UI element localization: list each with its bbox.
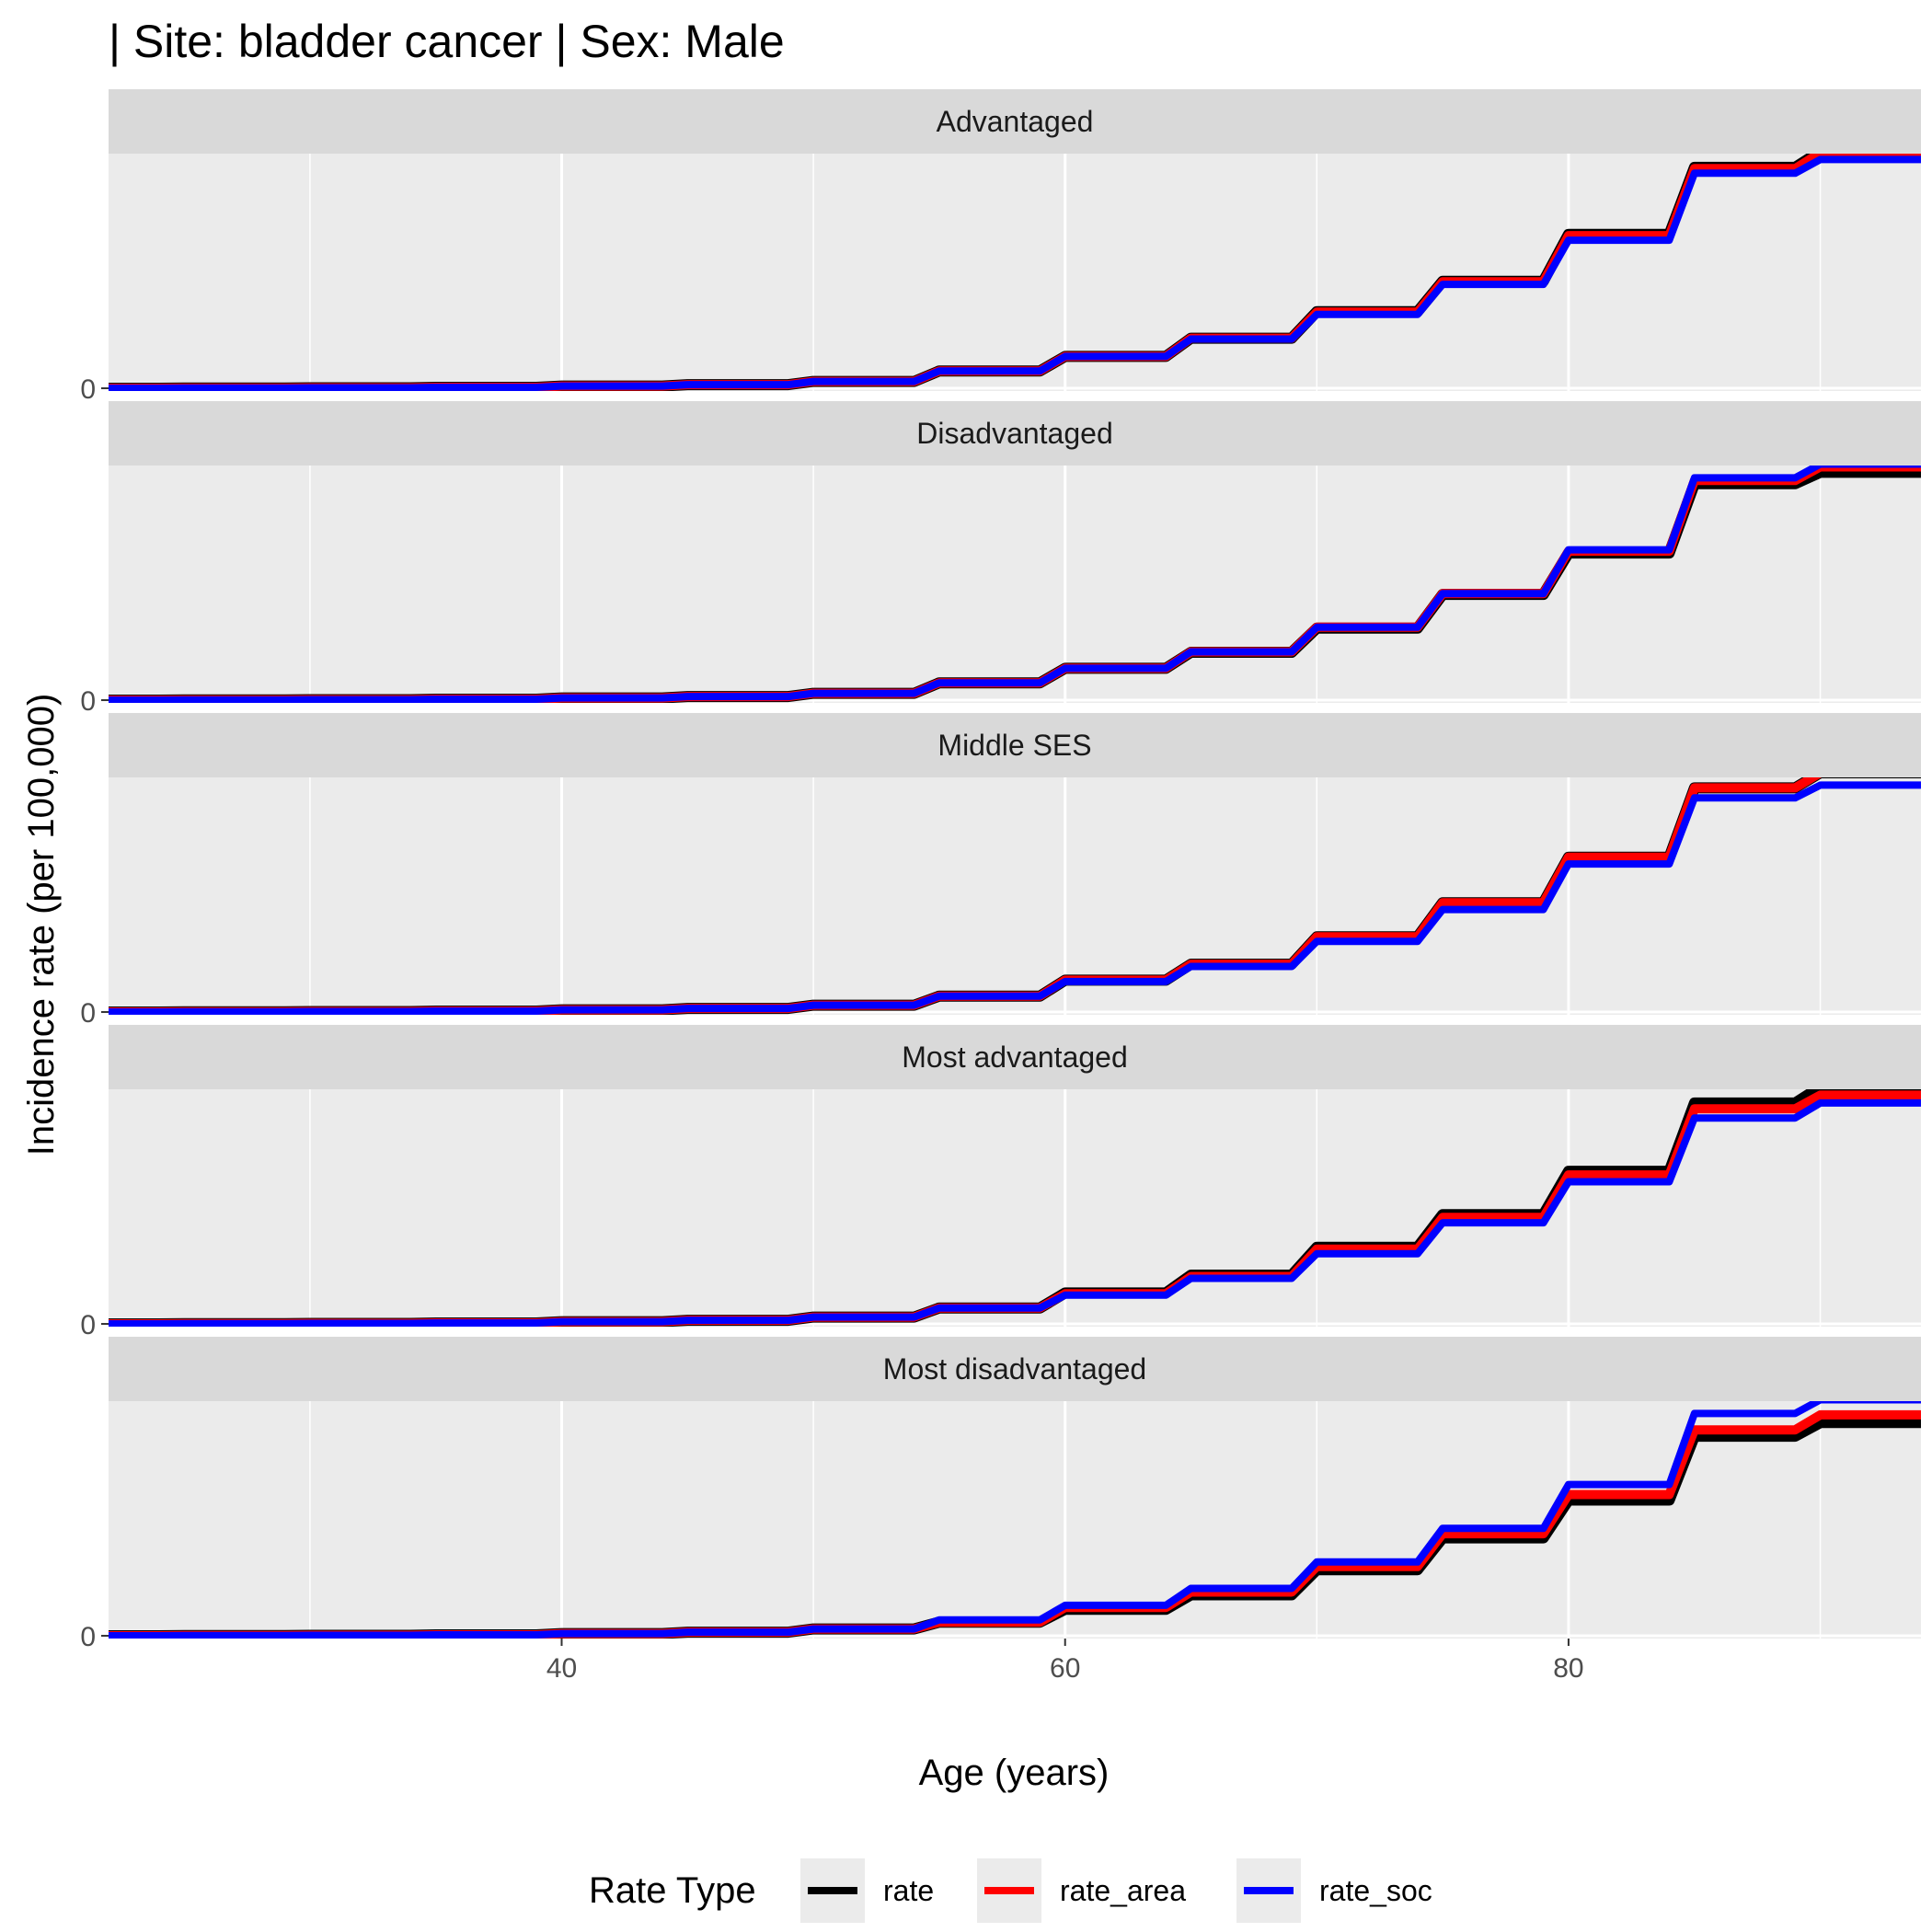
facet-panel: Advantaged 0: [80, 89, 1921, 405]
chart-title: | Site: bladder cancer | Sex: Male: [109, 16, 785, 67]
facet-strip: [109, 1025, 1921, 1089]
panel-background: [109, 154, 1921, 391]
legend-item-rate_area: rate_area: [977, 1858, 1186, 1923]
legend-item-rate: rate: [800, 1858, 934, 1923]
facet-panel: Disadvantaged 0: [80, 401, 1921, 717]
legend-title: Rate Type: [589, 1870, 756, 1911]
legend-label: rate: [883, 1874, 934, 1907]
series-line-rate_soc: [109, 1401, 1921, 1639]
y-tick-label: 0: [80, 1310, 96, 1340]
facet-strip: [109, 1337, 1921, 1401]
series-line-rate_soc: [109, 155, 1921, 391]
facet-strip-label: Disadvantaged: [916, 417, 1112, 450]
facet-panel: Most disadvantaged 0 40 60 80: [80, 1337, 1921, 1684]
x-axis-title: Age (years): [919, 1753, 1110, 1793]
facet-strip-label: Most disadvantaged: [883, 1352, 1146, 1386]
y-axis-title: Incidence rate (per 100,000): [21, 694, 62, 1156]
series-line-rate_soc: [109, 781, 1921, 1015]
facet-panel: Most advantaged 0: [80, 1025, 1921, 1340]
panel-background: [109, 777, 1921, 1015]
facet-strip: [109, 89, 1921, 154]
panel-background: [109, 1401, 1921, 1639]
legend-label: rate_area: [1060, 1874, 1186, 1907]
y-tick-label: 0: [80, 1622, 96, 1652]
y-tick-label: 0: [80, 686, 96, 717]
facet-strip-label: Most advantaged: [902, 1041, 1128, 1074]
x-tick-label: 80: [1553, 1653, 1583, 1684]
facet-strip: [109, 401, 1921, 466]
facet-strip: [109, 713, 1921, 777]
panel-background: [109, 466, 1921, 703]
y-tick-label: 0: [80, 998, 96, 1029]
series-line-rate_soc: [109, 466, 1921, 703]
x-tick-label: 60: [1050, 1653, 1080, 1684]
facet-panel: Middle SES 0: [80, 713, 1921, 1029]
legend: Rate Type rate rate_area rate_soc: [589, 1858, 1432, 1923]
y-tick-label: 0: [80, 374, 96, 405]
legend-label: rate_soc: [1319, 1874, 1432, 1907]
facet-strip-label: Advantaged: [937, 105, 1094, 138]
x-tick-label: 40: [546, 1653, 577, 1684]
legend-item-rate_soc: rate_soc: [1236, 1858, 1432, 1923]
series-line-rate_soc: [109, 1098, 1921, 1327]
facet-strip-label: Middle SES: [937, 729, 1091, 762]
panel-background: [109, 1089, 1921, 1327]
